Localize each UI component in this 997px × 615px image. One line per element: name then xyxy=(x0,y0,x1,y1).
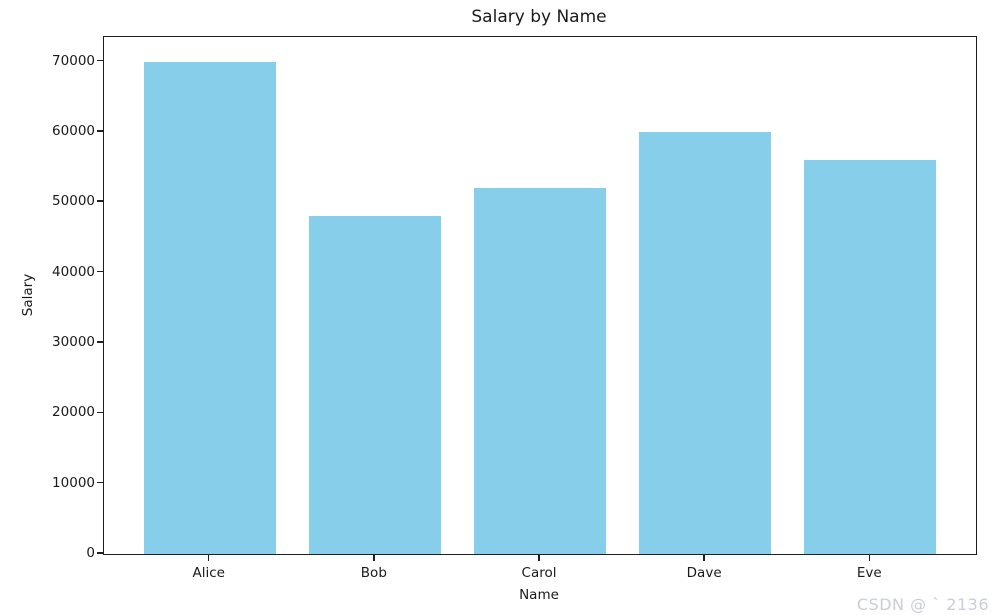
y-tick-mark xyxy=(97,552,103,554)
watermark: CSDN @ ` 2136 xyxy=(856,595,989,614)
bar-bob xyxy=(308,216,441,554)
bar-eve xyxy=(804,160,937,554)
x-axis-label: Name xyxy=(519,587,559,603)
x-tick-mark xyxy=(207,555,210,561)
bar-carol xyxy=(473,188,607,554)
y-tick-label: 30000 xyxy=(52,333,95,350)
plot-area xyxy=(103,36,977,555)
x-tick-mark xyxy=(538,555,540,561)
y-tick-label: 70000 xyxy=(52,52,95,69)
y-tick-label: 50000 xyxy=(52,193,95,210)
y-tick-mark xyxy=(97,59,103,62)
y-axis-label: Salary xyxy=(20,273,36,317)
y-tick-mark xyxy=(97,130,103,132)
y-tick-mark xyxy=(97,270,103,273)
x-tick-label: Dave xyxy=(686,565,722,581)
chart-title: Salary by Name xyxy=(471,7,607,27)
x-tick-label: Carol xyxy=(521,565,557,581)
y-tick-mark xyxy=(97,481,103,484)
y-tick-mark xyxy=(97,411,103,414)
y-tick-label: 60000 xyxy=(52,122,95,139)
x-tick-mark xyxy=(868,555,871,561)
y-tick-label: 40000 xyxy=(52,263,95,280)
x-tick-label: Bob xyxy=(360,565,387,581)
y-tick-label: 0 xyxy=(86,545,95,561)
bar-alice xyxy=(143,61,276,554)
y-tick-mark xyxy=(97,341,103,343)
x-tick-mark xyxy=(373,555,375,561)
x-tick-mark xyxy=(703,555,705,561)
x-tick-label: Alice xyxy=(192,565,225,581)
bar-dave xyxy=(639,131,772,554)
y-tick-mark xyxy=(97,200,103,203)
y-tick-label: 10000 xyxy=(52,474,95,491)
y-tick-label: 20000 xyxy=(52,404,95,421)
x-tick-label: Eve xyxy=(856,565,882,581)
